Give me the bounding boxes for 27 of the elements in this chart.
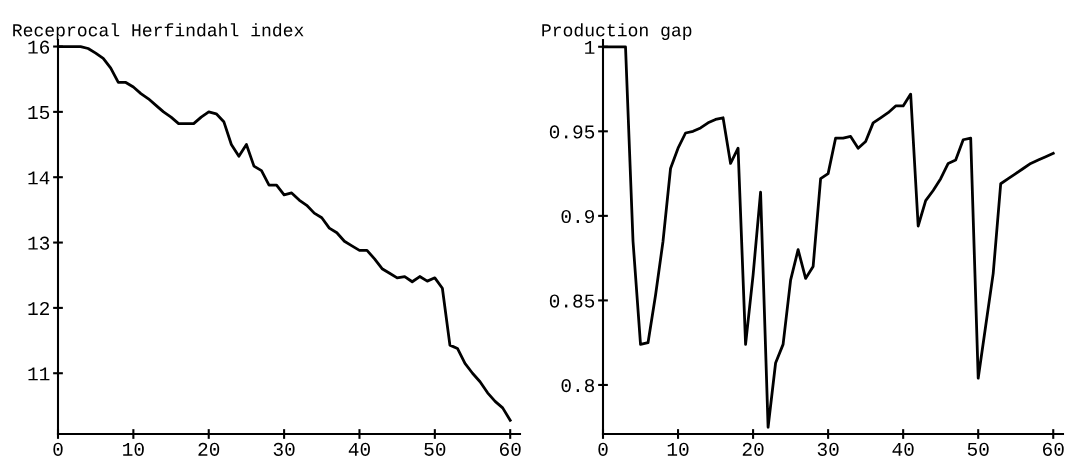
y-tick-label: 11 <box>28 367 50 381</box>
y-tick-label: 0.8 <box>561 379 595 393</box>
x-tick-label: 0 <box>53 442 63 456</box>
y-tick-label: 0.95 <box>549 125 595 139</box>
x-tick-label: 30 <box>273 442 295 456</box>
y-tick-label: 0.9 <box>561 209 595 224</box>
x-tick-label: 50 <box>424 442 446 456</box>
y-tick-label: 14 <box>28 171 50 185</box>
y-tick-label: 15 <box>28 106 50 120</box>
y-tick-label: 16 <box>28 40 50 54</box>
y-tick-label: 0.85 <box>549 294 595 308</box>
x-tick-label: 60 <box>1043 442 1064 456</box>
y-tick-label: 1 <box>585 41 595 54</box>
x-tick-label: 20 <box>198 442 220 456</box>
y-tick-label: 13 <box>28 236 50 250</box>
y-tick-label: 12 <box>28 301 49 315</box>
x-tick-label: 10 <box>667 442 689 456</box>
x-tick-label: 0 <box>598 442 608 456</box>
y-axis-title: Production gap <box>542 23 692 40</box>
x-tick-label: 50 <box>967 442 989 456</box>
x-tick-label: 30 <box>817 442 839 456</box>
y-axis-title: Receprocal Herfindahl index <box>13 23 304 40</box>
x-tick-label: 60 <box>499 442 521 456</box>
x-tick-label: 40 <box>892 442 914 456</box>
x-tick-label: 20 <box>742 442 764 456</box>
x-tick-label: 40 <box>348 442 370 456</box>
x-tick-label: 10 <box>123 442 144 456</box>
